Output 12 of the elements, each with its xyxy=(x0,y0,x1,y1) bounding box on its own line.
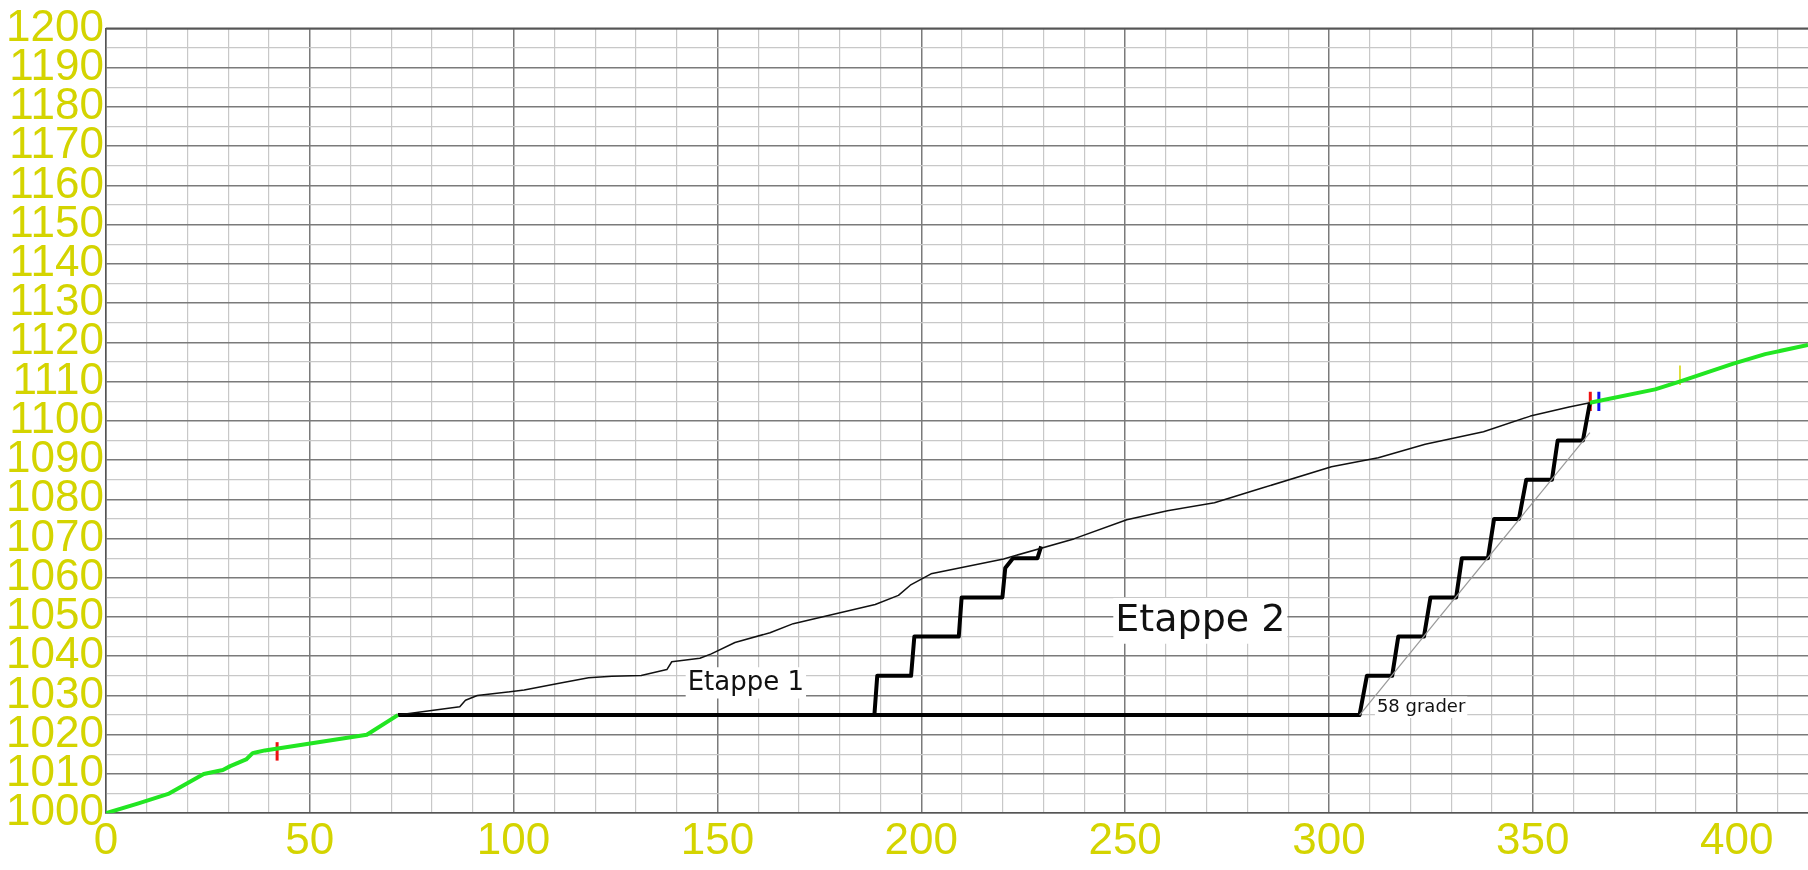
x-tick-label: 100 xyxy=(476,813,551,863)
x-tick-label: 350 xyxy=(1496,813,1570,863)
annotation: 58 grader xyxy=(1376,694,1466,716)
y-tick-label: 1200 xyxy=(5,0,104,50)
x-tick-label: 300 xyxy=(1292,813,1366,863)
x-tick-label: 250 xyxy=(1088,813,1162,863)
x-tick-label: 50 xyxy=(285,813,335,863)
x-tick-label: 200 xyxy=(884,813,958,863)
x-tick-label: 400 xyxy=(1699,813,1774,863)
annotation: Etappe 2 xyxy=(1115,595,1286,640)
x-tick-label: 150 xyxy=(680,813,755,863)
annotation: Etappe 1 xyxy=(687,665,805,696)
